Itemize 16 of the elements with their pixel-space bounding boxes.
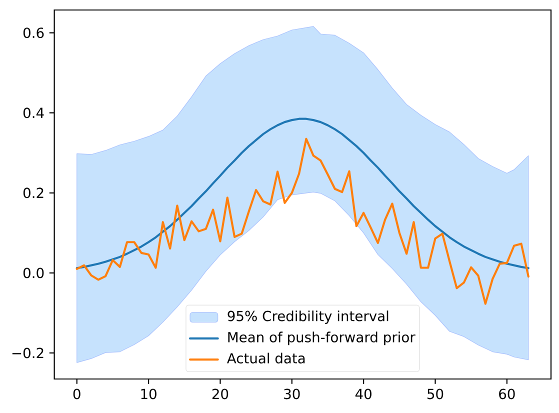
x-tick-label: 40 [355, 388, 372, 400]
legend-label: 95% Credibility interval [228, 310, 388, 324]
x-tick-label: 10 [141, 388, 156, 400]
x-tick-label: 60 [499, 388, 515, 400]
y-tick-label: −0.2 [12, 348, 44, 358]
x-tick-label: 20 [212, 388, 228, 400]
x-tick-label: 0 [73, 388, 80, 400]
x-tick-label: 50 [428, 388, 444, 400]
y-tick-label: 0.4 [23, 108, 44, 118]
x-tick-label: 30 [284, 388, 300, 400]
line-series [76, 138, 530, 305]
y-tick-label: 0.2 [23, 188, 44, 198]
legend-label: Actual data [226, 352, 305, 364]
y-tick-label: 0.6 [23, 28, 44, 38]
y-tick-label: 0.0 [23, 268, 44, 278]
legend-label: Mean of push-forward prior [228, 332, 416, 346]
